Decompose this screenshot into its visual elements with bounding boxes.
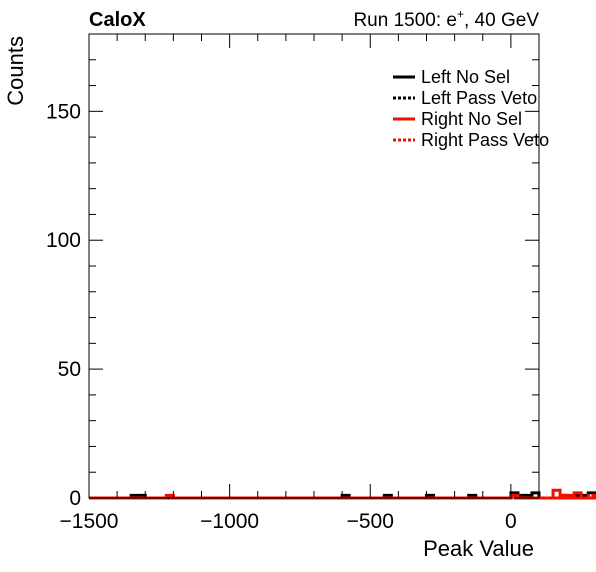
x-axis-label: Peak Value (423, 536, 534, 561)
x-tick-label: 0 (505, 510, 517, 533)
legend-label-left-no-sel: Left No Sel (421, 67, 510, 87)
chart-title-left: CaloX (89, 9, 146, 31)
legend: Left No Sel Left Pass Veto Right No Sel … (393, 67, 549, 150)
chart-title-right: Run 1500: e+, 40 GeV (353, 7, 539, 31)
title-right-tail: , 40 GeV (464, 10, 539, 31)
y-tick-label: 50 (58, 358, 81, 381)
legend-label-left-pass-veto: Left Pass Veto (421, 88, 537, 108)
title-right-sup: + (457, 7, 464, 21)
x-tick-label: −1500 (60, 510, 119, 533)
tick-labels: −1500 −1000 −500 0 0 50 100 150 (46, 100, 517, 533)
title-right-main: Run 1500: e (353, 10, 457, 31)
legend-label-right-no-sel: Right No Sel (421, 109, 522, 129)
y-tick-label: 100 (46, 229, 81, 252)
y-axis-label: Counts (3, 36, 28, 106)
plot-frame (88, 33, 540, 499)
x-tick-label: −500 (347, 510, 394, 533)
legend-label-right-pass-veto: Right Pass Veto (421, 130, 549, 150)
y-tick-label: 150 (46, 100, 81, 123)
y-tick-label: 0 (69, 487, 81, 510)
x-tick-label: −1000 (200, 510, 259, 533)
